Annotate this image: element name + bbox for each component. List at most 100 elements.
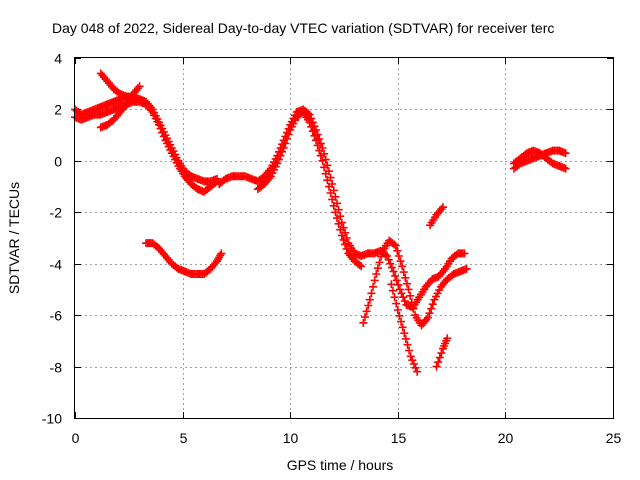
data-point-marker	[393, 306, 402, 314]
data-point-marker	[370, 276, 379, 285]
data-point-marker	[397, 317, 406, 326]
data-point-marker	[400, 329, 409, 338]
data-point-marker	[375, 258, 384, 267]
data-point-marker	[316, 151, 325, 160]
data-point-marker	[373, 264, 382, 273]
data-point-marker	[305, 118, 314, 127]
chart-title: Day 048 of 2022, Sidereal Day-to-day VTE…	[52, 20, 554, 36]
data-point-marker	[331, 208, 340, 217]
data-point-marker	[315, 146, 324, 155]
y-tick-label: -10	[42, 411, 62, 427]
data-point-marker	[390, 240, 399, 249]
data-point-marker	[399, 268, 408, 277]
x-tick-label: 20	[498, 430, 514, 446]
data-point-marker	[402, 279, 411, 288]
x-tick-label: 10	[283, 430, 299, 446]
data-point-marker	[362, 307, 371, 316]
data-point-marker	[367, 289, 376, 298]
data-point-marker	[307, 122, 316, 131]
data-point-marker	[279, 144, 288, 152]
data-point-marker	[321, 169, 330, 178]
data-point-marker	[561, 164, 570, 173]
axis-ticks	[75, 58, 614, 419]
data-point-marker	[423, 313, 432, 322]
plot-frame	[74, 57, 614, 419]
data-point-marker	[391, 241, 400, 250]
x-tick-label: 0	[72, 430, 80, 446]
data-point-marker	[427, 304, 436, 313]
y-tick-label: 0	[54, 154, 62, 170]
data-point-marker	[282, 135, 291, 143]
data-point-marker	[389, 267, 398, 276]
x-axis-title: GPS time / hours	[287, 457, 394, 473]
data-point-marker	[388, 286, 397, 295]
data-point-marker	[274, 155, 283, 164]
data-point-marker	[377, 252, 386, 261]
y-tick-label: 4	[54, 51, 62, 67]
data-point-marker	[400, 297, 409, 305]
data-point-marker	[308, 127, 317, 136]
data-point-marker	[411, 363, 420, 372]
y-tick-labels: 4 2 0 -2 -4 -6 -8 -10	[42, 51, 62, 427]
y-tick-label: 2	[54, 102, 62, 118]
y-tick-label: -2	[50, 205, 63, 221]
data-point-marker	[355, 261, 364, 269]
x-tick-label: 5	[180, 430, 188, 446]
data-point-marker	[323, 176, 332, 185]
data-point-marker	[434, 358, 443, 367]
data-point-marker	[406, 291, 415, 300]
data-point-marker	[443, 334, 452, 343]
data-point-marker	[342, 244, 351, 253]
data-point-marker	[392, 299, 401, 308]
x-tick-label: 25	[606, 430, 622, 446]
data-point-marker	[337, 231, 346, 240]
data-point-marker	[217, 249, 226, 258]
data-point-marker	[329, 201, 338, 210]
data-point-marker	[387, 263, 396, 272]
data-point-marker	[409, 360, 418, 368]
data-point-marker	[396, 257, 405, 266]
data-point-marker	[390, 293, 399, 302]
data-point-marker	[413, 367, 422, 376]
data-point-marker	[339, 235, 348, 244]
data-point-marker	[281, 139, 290, 148]
data-point-marker	[156, 124, 165, 133]
data-point-marker	[360, 313, 369, 322]
data-point-marker	[406, 352, 415, 361]
data-point-marker	[387, 280, 396, 289]
data-point-marker	[405, 346, 414, 355]
y-tick-label: -4	[50, 257, 63, 273]
data-point-marker	[159, 132, 168, 141]
data-point-marker	[395, 285, 404, 294]
data-point-marker	[401, 273, 410, 282]
data-point-marker	[357, 262, 366, 271]
data-point-marker	[154, 120, 163, 129]
data-point-marker	[336, 225, 345, 234]
data-point-marker	[324, 182, 333, 191]
data-point-marker	[425, 309, 434, 318]
data-point-marker	[394, 280, 403, 289]
data-point-marker	[312, 136, 321, 145]
data-point-marker	[384, 255, 393, 264]
y-tick-label: -8	[50, 360, 63, 376]
data-point-marker	[460, 249, 469, 258]
data-point-marker	[326, 189, 335, 197]
data-point-marker	[409, 304, 418, 313]
data-point-marker	[341, 240, 350, 249]
data-point-marker	[328, 195, 337, 204]
data-point-marker	[398, 323, 407, 332]
data-point-marker	[278, 147, 287, 156]
data-point-marker	[310, 131, 319, 140]
data-point-marker	[386, 259, 395, 268]
data-point-marker	[438, 203, 447, 212]
x-tick-label: 15	[391, 430, 407, 446]
data-point-marker	[462, 264, 471, 273]
data-point-marker	[404, 285, 413, 294]
data-point-marker	[158, 128, 167, 137]
data-point-marker	[401, 334, 410, 343]
data-point-marker	[391, 271, 400, 280]
data-point-marker	[394, 252, 403, 260]
data-point-marker	[407, 298, 416, 307]
data-point-marker	[395, 311, 404, 320]
